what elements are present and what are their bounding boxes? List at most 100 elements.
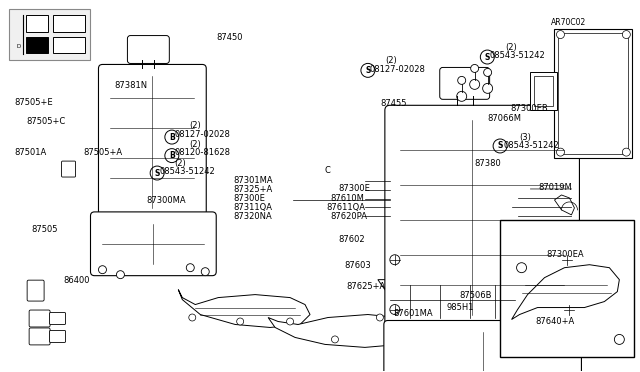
- Circle shape: [201, 268, 209, 276]
- Text: 87450: 87450: [216, 32, 243, 42]
- Text: (2): (2): [505, 42, 517, 51]
- FancyBboxPatch shape: [29, 328, 50, 345]
- Bar: [26, 36, 47, 54]
- FancyBboxPatch shape: [29, 310, 50, 327]
- Text: 87505+C: 87505+C: [26, 117, 65, 126]
- Text: 08127-02028: 08127-02028: [174, 130, 230, 140]
- Circle shape: [493, 139, 507, 153]
- Text: 08543-51242: 08543-51242: [159, 167, 215, 176]
- Circle shape: [390, 305, 400, 314]
- Circle shape: [376, 314, 383, 321]
- Text: B: B: [169, 132, 175, 142]
- Circle shape: [564, 305, 575, 314]
- Bar: [52, 36, 84, 54]
- Text: C: C: [324, 166, 331, 175]
- Bar: [52, 15, 84, 32]
- Text: 86400: 86400: [63, 276, 90, 285]
- Text: 87505+E: 87505+E: [15, 98, 53, 107]
- Text: 87380: 87380: [474, 159, 501, 168]
- Circle shape: [186, 264, 195, 272]
- Text: 87300E: 87300E: [338, 185, 370, 193]
- FancyBboxPatch shape: [49, 312, 65, 324]
- FancyBboxPatch shape: [90, 212, 216, 276]
- Text: 87320NA: 87320NA: [234, 212, 273, 221]
- Circle shape: [99, 266, 106, 274]
- Bar: [9, 9, 90, 61]
- Bar: [534, 76, 554, 106]
- Text: 87066M: 87066M: [487, 114, 522, 123]
- Text: 08120-81628: 08120-81628: [174, 148, 230, 157]
- Bar: [554, 29, 632, 158]
- FancyBboxPatch shape: [61, 161, 76, 177]
- Circle shape: [390, 255, 400, 265]
- Circle shape: [557, 148, 564, 156]
- Text: 87381N: 87381N: [115, 81, 147, 90]
- Text: S: S: [484, 52, 490, 61]
- FancyBboxPatch shape: [49, 330, 65, 342]
- Text: 87506B: 87506B: [460, 291, 492, 300]
- Circle shape: [622, 31, 630, 39]
- Text: 87620PA: 87620PA: [330, 212, 367, 221]
- Text: 87300EB: 87300EB: [510, 105, 548, 113]
- FancyBboxPatch shape: [384, 321, 581, 372]
- Circle shape: [614, 334, 625, 344]
- Polygon shape: [268, 314, 415, 347]
- Text: 87611QA: 87611QA: [326, 203, 365, 212]
- Text: D: D: [17, 44, 20, 49]
- Circle shape: [481, 50, 494, 64]
- Text: 87505: 87505: [31, 225, 58, 234]
- Text: (2): (2): [189, 140, 201, 149]
- Circle shape: [458, 76, 466, 84]
- Circle shape: [165, 149, 179, 163]
- Text: 87301MA: 87301MA: [234, 176, 273, 185]
- Text: (2): (2): [385, 56, 397, 65]
- Circle shape: [116, 271, 124, 279]
- Circle shape: [484, 68, 492, 76]
- Polygon shape: [511, 265, 620, 320]
- Text: 87602: 87602: [338, 235, 365, 244]
- FancyBboxPatch shape: [385, 105, 579, 330]
- Circle shape: [470, 79, 479, 89]
- FancyBboxPatch shape: [440, 67, 490, 99]
- Circle shape: [189, 314, 196, 321]
- Circle shape: [457, 92, 467, 101]
- Polygon shape: [378, 280, 520, 324]
- Text: S: S: [497, 141, 503, 150]
- Text: 87325+A: 87325+A: [234, 185, 273, 194]
- Bar: [500, 220, 634, 357]
- FancyBboxPatch shape: [27, 280, 44, 301]
- FancyBboxPatch shape: [99, 64, 206, 220]
- Circle shape: [287, 318, 294, 325]
- Circle shape: [150, 166, 164, 180]
- Circle shape: [470, 64, 479, 73]
- Circle shape: [237, 318, 244, 325]
- Polygon shape: [554, 195, 575, 215]
- Text: 87455: 87455: [381, 99, 407, 108]
- Circle shape: [416, 306, 423, 313]
- Text: S: S: [365, 66, 371, 75]
- Text: B: B: [169, 151, 175, 160]
- Text: S: S: [154, 169, 160, 177]
- Circle shape: [563, 255, 572, 265]
- Text: 87601MA: 87601MA: [394, 310, 433, 318]
- Bar: [26, 15, 47, 32]
- Circle shape: [498, 304, 505, 311]
- Circle shape: [483, 83, 493, 93]
- Text: (2): (2): [189, 122, 201, 131]
- Text: 87501A: 87501A: [15, 148, 47, 157]
- Bar: [559, 33, 628, 154]
- Text: 87311QA: 87311QA: [234, 203, 273, 212]
- Circle shape: [516, 263, 527, 273]
- Circle shape: [332, 336, 339, 343]
- Bar: [529, 73, 557, 110]
- Circle shape: [622, 148, 630, 156]
- Text: 87300MA: 87300MA: [147, 196, 186, 205]
- Text: 87603: 87603: [344, 261, 371, 270]
- Text: 08127-02028: 08127-02028: [370, 65, 426, 74]
- Text: (3): (3): [519, 132, 531, 142]
- Text: 985H1: 985H1: [447, 303, 474, 312]
- Text: 87640+A: 87640+A: [536, 317, 575, 326]
- Polygon shape: [179, 290, 310, 327]
- Circle shape: [458, 311, 465, 318]
- Circle shape: [361, 63, 375, 77]
